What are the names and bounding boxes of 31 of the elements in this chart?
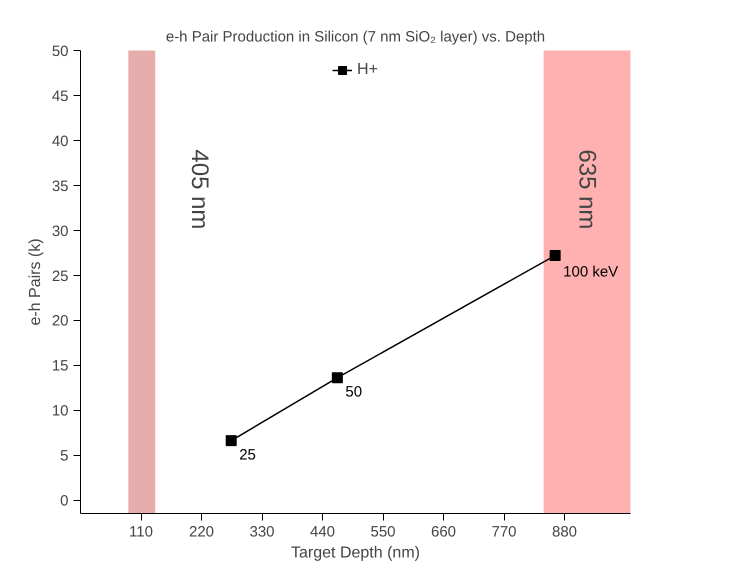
y-tick-label: 0 [60, 492, 68, 510]
point [226, 435, 237, 446]
annotation: 50 [345, 384, 362, 401]
legend-label: H+ [357, 61, 378, 79]
y-tick-label: 15 [52, 358, 69, 375]
x-tick-label: 330 [249, 524, 275, 540]
x-tick-label: 440 [310, 524, 336, 540]
annotation: 100 keV [563, 263, 618, 280]
chart-title: e-h Pair Production in Silicon (7 nm SiO₂ layer) vs. Depth [166, 28, 546, 46]
y-tick-label: 10 [52, 402, 69, 420]
x-tick-label: 770 [491, 524, 517, 540]
point [550, 250, 561, 261]
y-tick-label: 50 [52, 43, 69, 60]
annotation: 25 [239, 446, 256, 464]
x-tick-label: 220 [188, 524, 214, 540]
x-tick-label: 550 [370, 524, 396, 540]
y-tick-label: 30 [52, 222, 69, 240]
y-tick-label: 5 [60, 448, 68, 465]
x-tick-label: 660 [430, 524, 456, 540]
band-label: 635 nm [574, 149, 601, 230]
point [332, 372, 343, 384]
y-tick-label: 45 [52, 88, 69, 105]
y-tick-label: 35 [52, 178, 69, 195]
band-label: 405 nm [186, 149, 213, 230]
y-tick-label: 20 [52, 312, 69, 330]
y-tick-label: 40 [52, 132, 69, 150]
x-tick-label: 880 [552, 524, 578, 540]
x-tick-label: 110 [129, 524, 153, 540]
x-axis-title: Target Depth (nm) [291, 544, 420, 562]
y-tick-label: 25 [52, 268, 69, 285]
y-axis-title: e-h Pairs (k) [26, 238, 44, 326]
